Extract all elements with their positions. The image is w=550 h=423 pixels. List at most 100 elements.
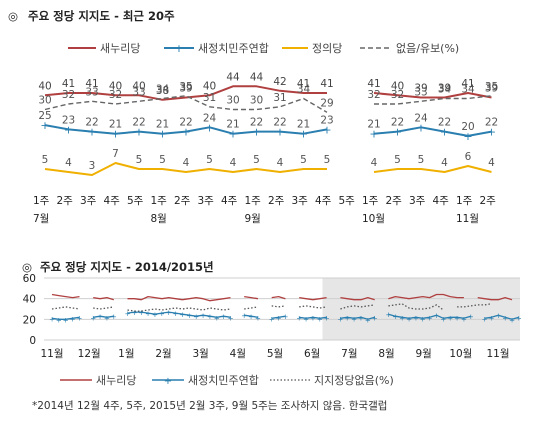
chart1-data-label-npad: 23 (320, 114, 333, 126)
chart1-month-label: 8월 (151, 213, 167, 225)
chart1-data-label-npad: 22 (132, 117, 145, 129)
chart1-point-npad: + (299, 128, 308, 141)
chart1-data-label-none: 32 (391, 89, 404, 101)
chart1-data-label-none: 34 (297, 84, 311, 96)
chart1-data-label-justice: 4 (183, 157, 190, 169)
chart1-data-label-none: 32 (62, 89, 75, 101)
chart1-data-label-justice: 5 (300, 154, 307, 166)
chart1-point-npad: + (487, 126, 496, 139)
chart1-data-label-justice: 4 (488, 157, 495, 169)
chart2-point-npad: + (310, 314, 316, 322)
chart2-y-tick: 60 (23, 273, 36, 285)
chart1-data-label-none: 30 (38, 95, 51, 107)
chart1-data-label-npad: 24 (203, 112, 217, 124)
chart1-data-label-saenuri: 44 (226, 71, 240, 83)
chart1-data-label-none: 33 (414, 86, 427, 98)
chart1-point-npad: + (40, 119, 49, 132)
chart2-point-npad: + (482, 315, 488, 323)
chart1-x-tick: 1주 (456, 195, 473, 207)
chart1-data-label-saenuri: 41 (62, 78, 75, 90)
chart2-point-npad: + (337, 315, 343, 323)
chart1-data-label-justice: 5 (206, 154, 213, 166)
chart2-point-npad: + (303, 315, 309, 323)
chart1-data-label-npad: 22 (179, 117, 192, 129)
chart1-point-npad: + (322, 123, 331, 136)
chart1-data-label-npad: 24 (414, 112, 428, 124)
chart2-point-npad: + (159, 310, 165, 318)
chart2-point-npad: + (502, 314, 508, 322)
chart1-x-tick: 4주 (104, 195, 121, 207)
chart1-data-label-none: 33 (85, 86, 98, 98)
chart2-point-npad: + (200, 312, 206, 320)
chart1-data-label-justice: 4 (65, 157, 72, 169)
chart1-data-label-none: 32 (109, 89, 122, 101)
chart1-point-npad: + (228, 128, 237, 141)
chart2-point-npad: + (166, 309, 172, 317)
chart2-point-npad: + (324, 314, 330, 322)
chart1-point-npad: + (64, 123, 73, 136)
chart1-data-label-npad: 21 (156, 119, 169, 131)
chart1-data-label-saenuri: 41 (461, 78, 474, 90)
chart2-y-tick: 20 (23, 314, 36, 326)
chart2-point-npad: + (104, 314, 110, 322)
chart1-point-npad: + (205, 121, 214, 134)
chart1-data-label-saenuri: 38 (156, 85, 169, 97)
chart1-point-npad: + (416, 121, 425, 134)
chart1-line-npad (44, 124, 492, 137)
chart2-point-npad: + (392, 313, 398, 321)
chart2-point-npad: + (186, 312, 192, 320)
chart1-point-npad: + (393, 126, 402, 139)
chart2-point-npad: + (495, 312, 501, 320)
chart2-point-npad: + (207, 313, 213, 321)
chart2-point-npad: + (406, 315, 412, 323)
chart2-point-npad: + (509, 316, 515, 324)
footnote: *2014년 12월 4주, 5주, 2015년 2월 3주, 9월 5주는 조… (32, 399, 387, 412)
chart1-data-label-npad: 21 (109, 119, 122, 131)
chart2-point-npad: + (461, 315, 467, 323)
chart1-data-label-saenuri: 41 (297, 78, 310, 90)
chart1-data-label-justice: 5 (324, 154, 331, 166)
legend-label-npad: 새정치민주연합 (198, 42, 269, 55)
chart2-point-npad: + (193, 313, 199, 321)
chart1-month-label: 9월 (245, 213, 261, 225)
chart2-point-npad: + (152, 311, 158, 319)
chart1-line-saenuri (44, 85, 492, 101)
chart1-title: 주요 정당 지지도 - 최근 20주 (28, 9, 175, 23)
chart1-data-label-saenuri: 42 (273, 76, 286, 88)
chart1-data-label-justice: 5 (394, 154, 401, 166)
chart2-point-npad: + (241, 312, 247, 320)
chart2-point-npad: + (420, 315, 426, 323)
chart2-point-npad: + (125, 310, 131, 318)
chart1-data-label-justice: 4 (371, 157, 378, 169)
chart1-data-label-saenuri: 41 (85, 78, 98, 90)
chart1-x-tick: 2주 (386, 195, 403, 207)
chart2-point-npad: + (468, 313, 474, 321)
chart2-point-npad: + (180, 311, 186, 319)
chart1-data-label-none: 35 (179, 81, 192, 93)
chart2-x-tick: 9월 (415, 348, 431, 360)
chart1-x-tick: 3주 (409, 195, 426, 207)
chart2-point-npad: + (138, 309, 144, 317)
legend2-marker-npad: + (164, 376, 172, 387)
chart2-point-npad: + (385, 311, 391, 319)
chart1-x-tick: 1주 (245, 195, 262, 207)
chart2-recent-window-highlight (322, 278, 520, 340)
chart2-point-npad: + (56, 316, 62, 324)
chart2-point-npad: + (228, 314, 234, 322)
chart1-data-label-justice: 4 (441, 157, 448, 169)
chart1-month-label: 7월 (33, 213, 49, 225)
chart1-data-label-npad: 22 (438, 117, 451, 129)
chart1-x-tick: 3주 (80, 195, 97, 207)
chart2-x-tick: 1월 (118, 348, 134, 360)
chart2-point-npad: + (49, 315, 55, 323)
chart1-data-label-justice: 6 (465, 151, 472, 163)
chart2-title-marker: ◎ (22, 260, 32, 274)
chart2-point-npad: + (221, 313, 227, 321)
chart2-point-npad: + (296, 314, 302, 322)
chart2-x-tick: 3월 (192, 348, 208, 360)
chart1-point-npad: + (369, 128, 378, 141)
chart2-line-npad (51, 311, 520, 320)
chart1-x-tick: 2주 (268, 195, 285, 207)
